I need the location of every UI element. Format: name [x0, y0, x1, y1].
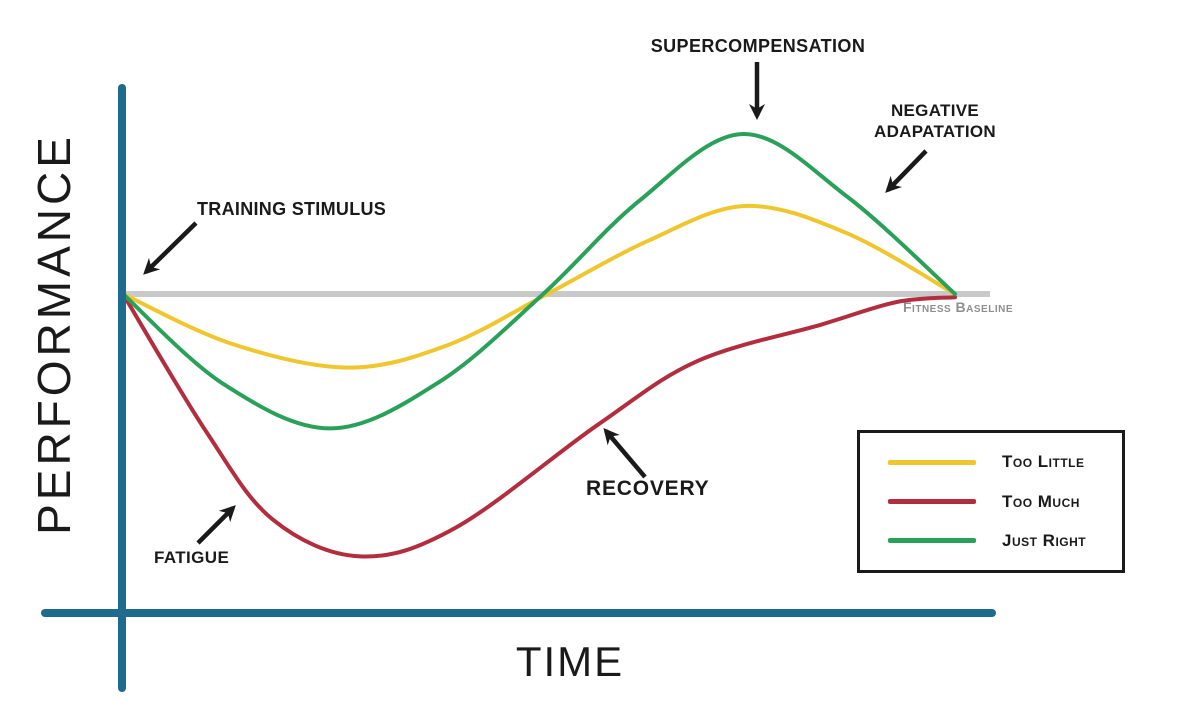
legend-swatch-too-little — [888, 459, 976, 465]
negative-adaptation-label: NEGATIVE ADAPATATION — [874, 101, 996, 142]
fatigue-label: FATIGUE — [154, 548, 230, 567]
negative-adaptation-arrow — [885, 149, 928, 193]
legend-swatch-too-much — [888, 499, 976, 504]
fatigue-arrow — [196, 505, 236, 545]
y-axis-label: PERFORMANCE — [28, 133, 80, 535]
training-stimulus-label: TRAINING STIMULUS — [197, 199, 387, 219]
curve-too-little — [121, 203, 957, 370]
fitness-baseline-label: Fitness Baseline — [903, 299, 1014, 315]
legend-box: Too Little Too Much Just Right — [857, 430, 1125, 573]
legend-swatch-just-right — [888, 538, 976, 544]
legend-label-too-little: Too Little — [1002, 452, 1085, 472]
x-axis-label: TIME — [515, 638, 625, 685]
training-stimulus-arrow — [143, 221, 198, 275]
legend-item-too-little: Too Little — [888, 452, 1122, 472]
recovery-arrow — [603, 427, 647, 479]
curve-too-much — [121, 292, 957, 559]
supercompensation-label: SUPERCOMPENSATION — [650, 36, 866, 56]
legend-label-too-much: Too Much — [1002, 491, 1080, 511]
legend-item-too-much: Too Much — [888, 492, 1122, 512]
legend-label-just-right: Just Right — [1002, 530, 1087, 550]
recovery-label: RECOVERY — [586, 477, 710, 500]
curve-just-right — [121, 131, 957, 431]
legend-item-just-right: Just Right — [888, 531, 1122, 551]
